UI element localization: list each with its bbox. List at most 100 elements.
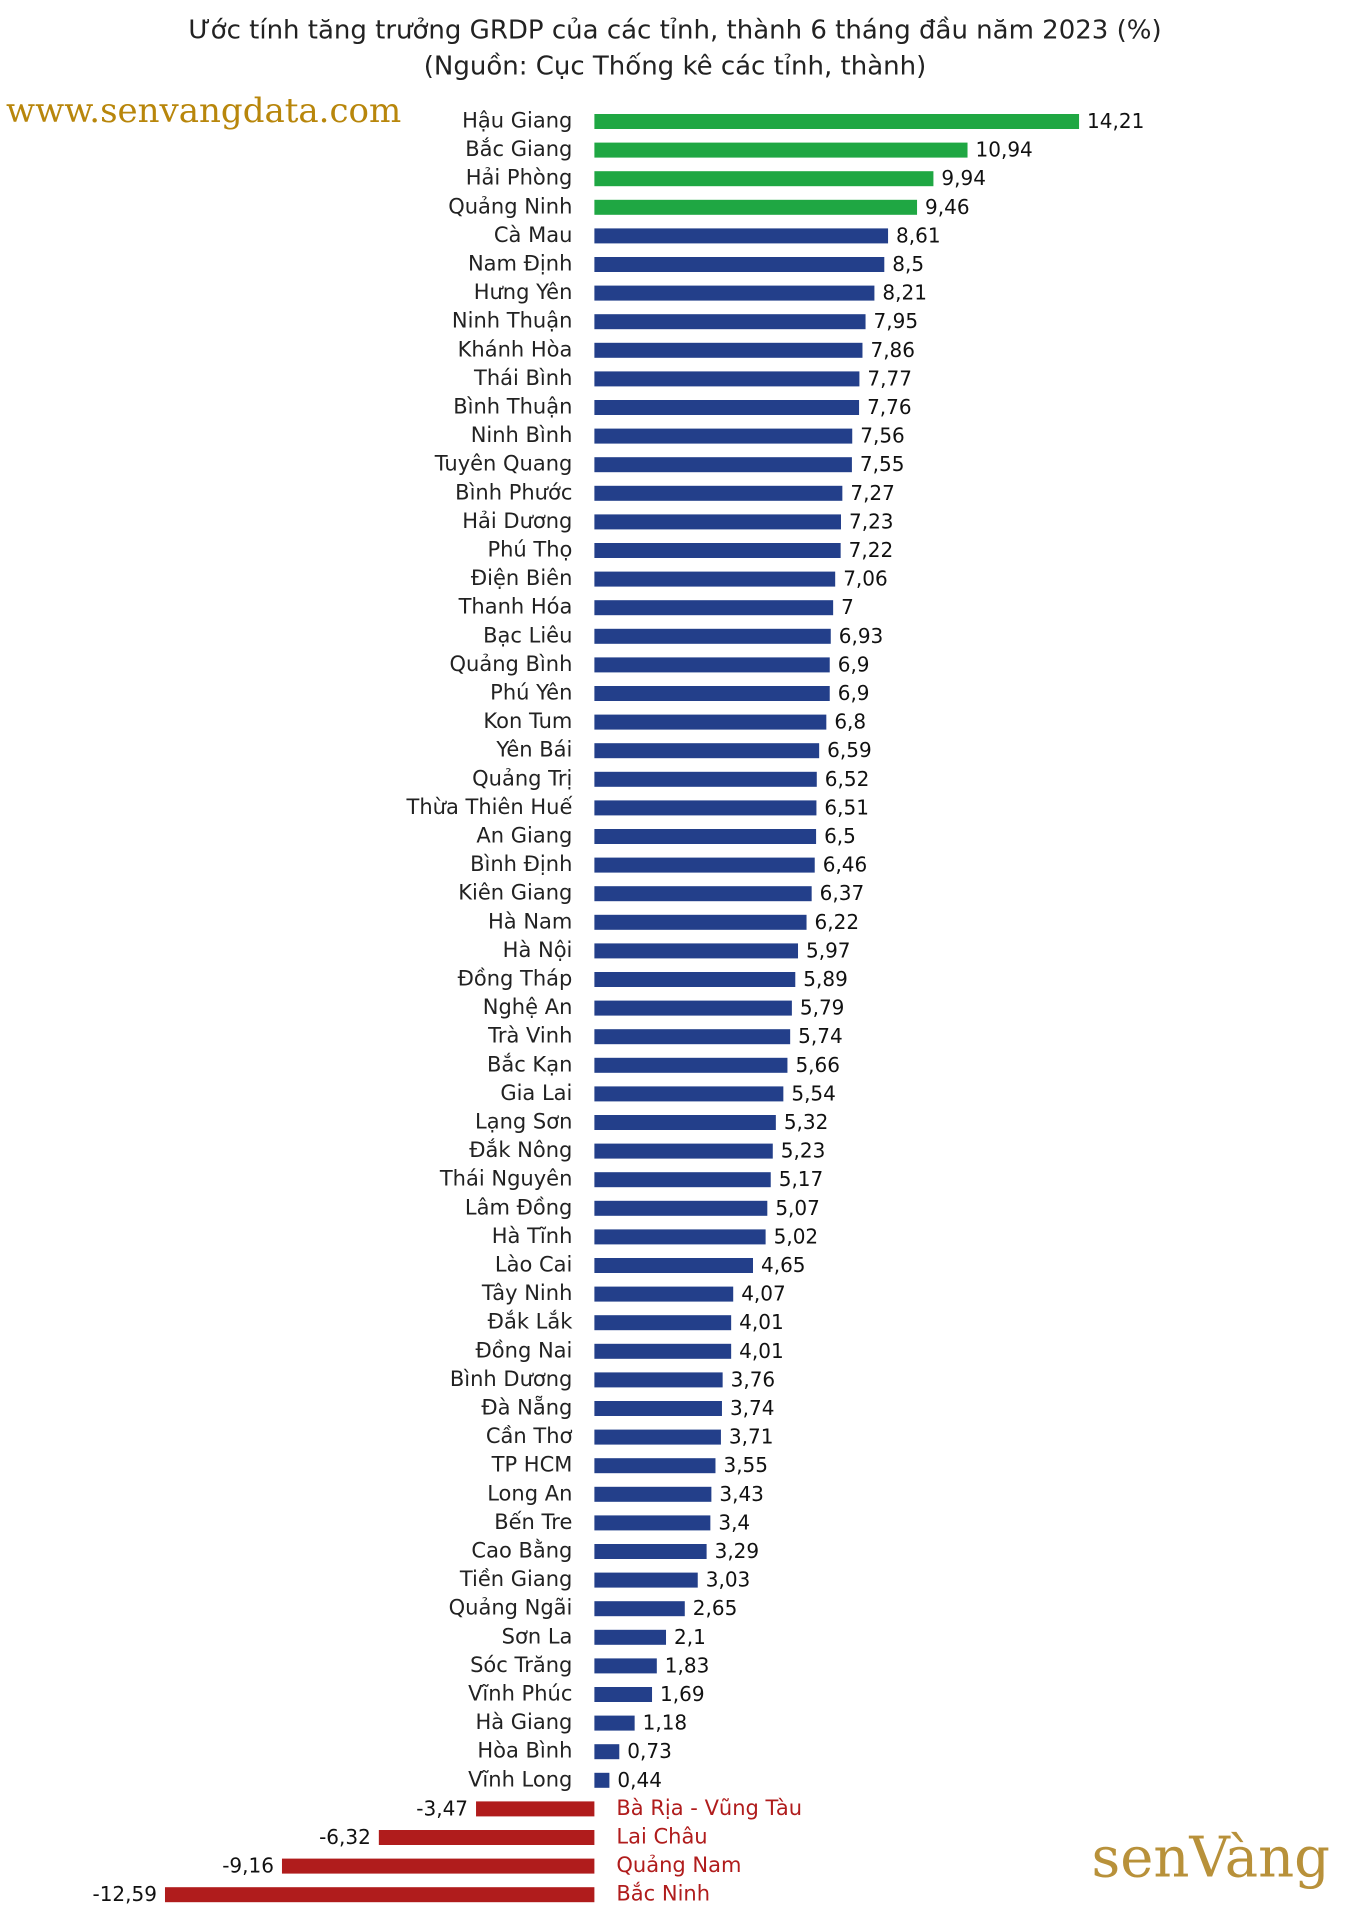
category-label: Hậu Giang <box>462 109 572 133</box>
category-label: Đắk Nông <box>469 1138 572 1162</box>
category-label: Lâm Đồng <box>465 1195 572 1219</box>
value-label: 7,22 <box>849 538 894 562</box>
bar <box>594 314 866 330</box>
category-label: Nam Định <box>468 252 572 276</box>
bar <box>594 1315 732 1331</box>
category-label: Quảng Ngãi <box>449 1596 573 1620</box>
value-label: 6,5 <box>824 824 856 848</box>
value-label: 5,54 <box>791 1081 836 1105</box>
category-label: Hải Phòng <box>466 166 573 190</box>
category-label: Đà Nẵng <box>481 1395 572 1420</box>
value-label: 6,8 <box>834 710 866 734</box>
bar <box>594 714 827 730</box>
category-label: Bắc Giang <box>465 137 572 161</box>
value-label: 1,69 <box>660 1682 705 1706</box>
bar <box>378 1830 595 1845</box>
value-label: -6,32 <box>319 1825 371 1849</box>
value-label: -9,16 <box>222 1854 274 1878</box>
bar <box>594 1429 721 1445</box>
category-label: Hà Tĩnh <box>492 1224 573 1248</box>
bar <box>594 400 860 415</box>
value-label: 9,46 <box>925 195 970 219</box>
value-label: 4,07 <box>741 1282 786 1306</box>
bar <box>594 972 796 987</box>
value-label: 0,44 <box>617 1768 662 1792</box>
value-label: 6,37 <box>820 881 865 905</box>
category-label: Hòa Bình <box>477 1739 572 1763</box>
category-label: Phú Yên <box>490 681 572 705</box>
bar <box>594 1343 732 1359</box>
value-label: 5,74 <box>798 1024 843 1048</box>
value-label: 1,18 <box>643 1711 688 1735</box>
bar <box>594 1687 653 1702</box>
category-label: Quảng Trị <box>472 766 572 790</box>
category-label: Nghệ An <box>483 995 573 1019</box>
value-label: 10,94 <box>976 138 1033 162</box>
bar <box>594 686 830 701</box>
bar <box>594 342 863 358</box>
bar <box>594 1544 707 1559</box>
bar <box>594 228 889 244</box>
bar <box>594 600 834 616</box>
bar <box>594 1658 657 1674</box>
value-label: 6,9 <box>838 681 870 705</box>
value-label: 9,94 <box>941 166 986 190</box>
value-label: 3,74 <box>730 1396 775 1420</box>
category-label: Đồng Tháp <box>458 967 573 991</box>
value-label: 7,95 <box>874 309 919 333</box>
chart-title: Ước tính tăng trưởng GRDP của các tỉnh, … <box>188 16 1161 46</box>
value-label: 4,01 <box>739 1310 784 1334</box>
value-label: 7,55 <box>860 452 905 476</box>
bar <box>594 657 830 673</box>
bar <box>594 114 1080 129</box>
category-label: Tây Ninh <box>481 1281 573 1305</box>
bar <box>594 1229 766 1245</box>
value-label: 4,01 <box>739 1339 784 1363</box>
value-label: 5,79 <box>800 996 845 1020</box>
value-label: 8,5 <box>892 252 924 276</box>
bar <box>594 1744 620 1760</box>
category-label: Bạc Liêu <box>483 623 572 647</box>
bar <box>594 1772 610 1788</box>
value-label: 14,21 <box>1087 109 1144 133</box>
value-label: 8,61 <box>896 223 941 247</box>
category-label: Hưng Yên <box>474 280 573 304</box>
category-label: Bình Dương <box>450 1367 573 1391</box>
bar <box>594 571 836 587</box>
category-label: Khánh Hòa <box>458 337 573 361</box>
category-label: Quảng Bình <box>450 652 573 676</box>
value-label: 7,86 <box>870 338 915 362</box>
category-label: Vĩnh Phúc <box>468 1682 572 1706</box>
category-label: An Giang <box>476 824 572 848</box>
chart-subtitle: (Nguồn: Cục Thống kê các tỉnh, thành) <box>424 52 926 82</box>
value-label: 6,59 <box>827 738 872 762</box>
value-label: 7,23 <box>849 509 894 533</box>
category-label: Hà Nội <box>503 938 573 962</box>
bar <box>594 1372 723 1388</box>
value-label: 0,73 <box>627 1739 672 1763</box>
category-label: Bắc Ninh <box>616 1882 710 1906</box>
value-label: 5,89 <box>803 967 848 991</box>
category-label: Kon Tum <box>483 709 572 733</box>
value-label: 2,65 <box>693 1596 738 1620</box>
bar <box>594 1486 712 1502</box>
category-label: Thanh Hóa <box>458 595 573 619</box>
category-label: Lào Cai <box>495 1253 572 1277</box>
bar <box>594 1115 776 1130</box>
bar <box>594 1601 685 1617</box>
value-label: 2,1 <box>674 1625 706 1649</box>
category-label: Đắk Lắk <box>488 1310 574 1334</box>
category-label: Trà Vinh <box>487 1024 572 1048</box>
value-label: 7,27 <box>850 481 895 505</box>
bar <box>594 543 841 558</box>
category-label: Bình Định <box>470 852 572 876</box>
category-label: Lai Châu <box>616 1825 707 1849</box>
category-label: Ninh Thuận <box>452 309 572 333</box>
value-label: 1,83 <box>665 1653 710 1677</box>
category-label: Gia Lai <box>500 1081 572 1105</box>
category-label: Điện Biên <box>471 566 572 590</box>
category-label: Bắc Kạn <box>487 1052 572 1076</box>
category-label: Sóc Trăng <box>470 1653 572 1677</box>
